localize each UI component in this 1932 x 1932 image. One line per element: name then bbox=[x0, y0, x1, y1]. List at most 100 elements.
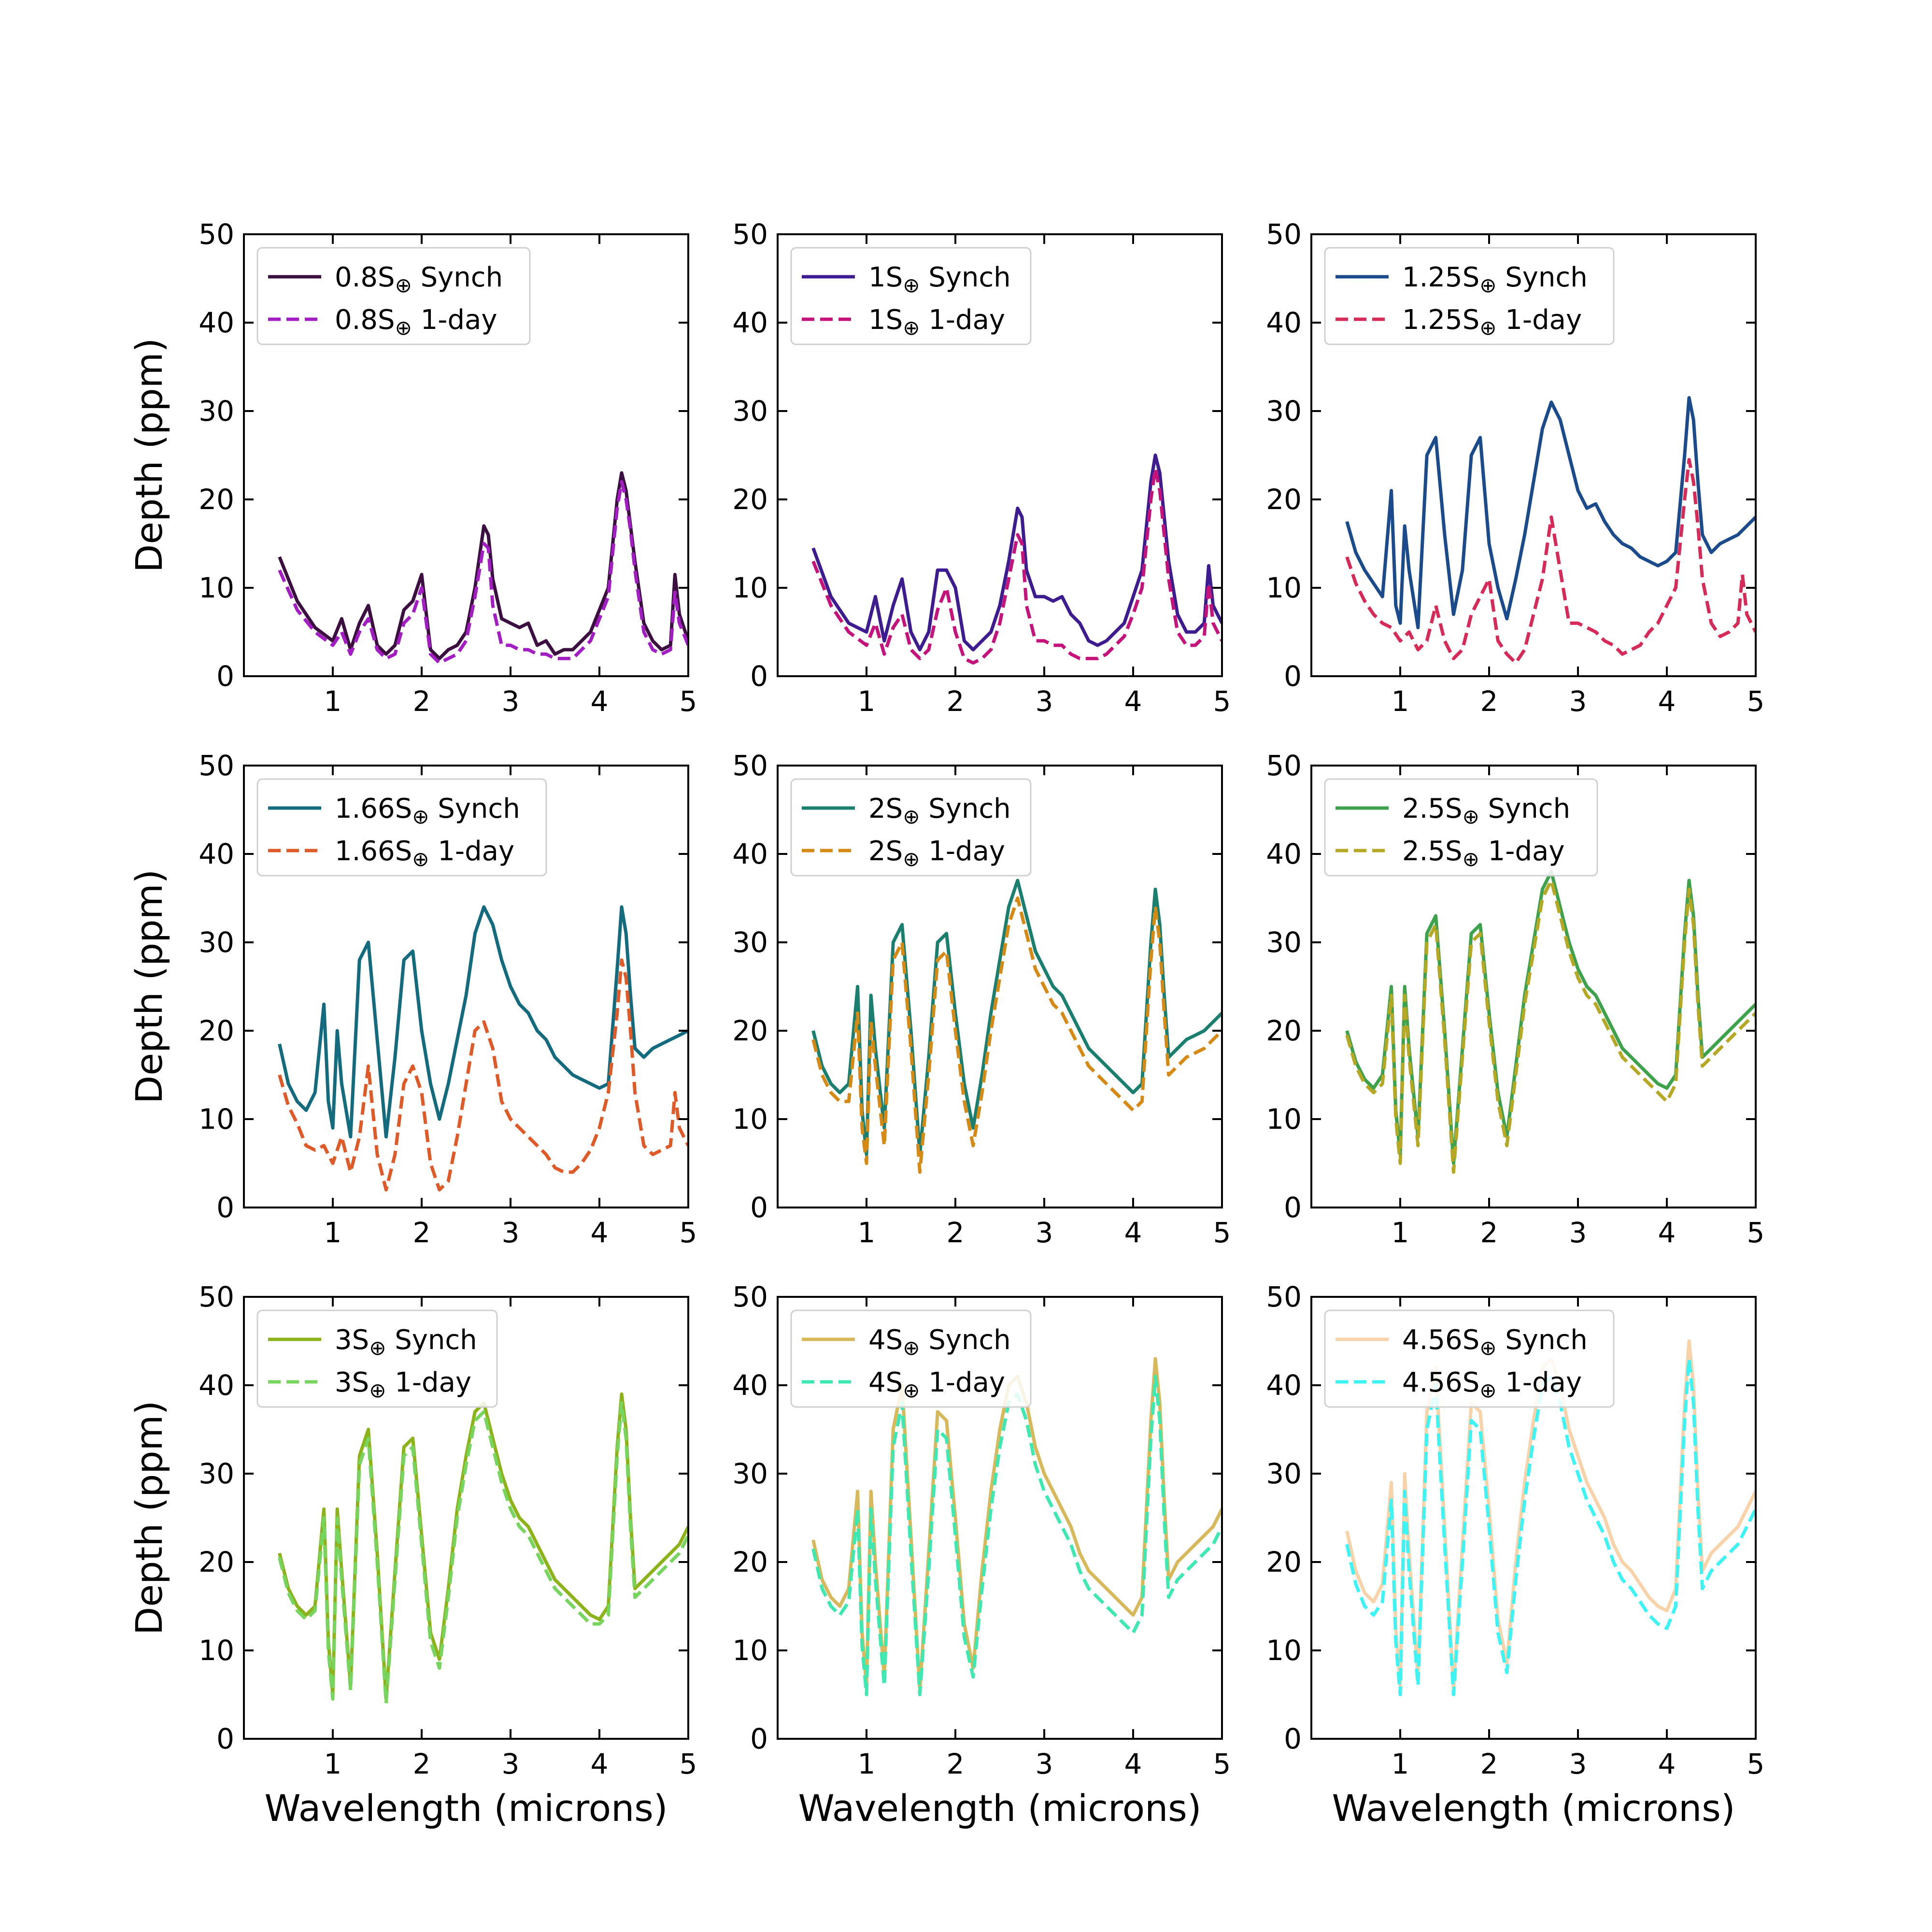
y-tick-label: 10 bbox=[199, 1103, 234, 1136]
y-tick-label: 50 bbox=[199, 749, 234, 782]
legend-label: 1.66S⊕ 1-day bbox=[335, 836, 514, 871]
y-axis-label: Depth (ppm) bbox=[128, 869, 170, 1104]
x-axis-label: Wavelength (microns) bbox=[798, 1787, 1201, 1830]
plot-frame bbox=[243, 1296, 689, 1740]
y-tick-label: 0 bbox=[1284, 1191, 1302, 1224]
plot-frame bbox=[1310, 1296, 1757, 1740]
series-line-1-day bbox=[811, 467, 1222, 665]
x-tick-label: 5 bbox=[1213, 1747, 1231, 1780]
x-tick-label: 3 bbox=[1569, 685, 1587, 718]
x-tick-label: 1 bbox=[858, 1747, 876, 1780]
y-tick-label: 0 bbox=[216, 660, 234, 693]
plot-frame bbox=[1310, 765, 1757, 1208]
x-tick-label: 1 bbox=[324, 1216, 342, 1249]
y-tick-label: 30 bbox=[1266, 395, 1302, 427]
y-tick-label: 50 bbox=[1266, 1280, 1302, 1313]
series-line-synch bbox=[811, 454, 1222, 652]
y-tick-label: 50 bbox=[199, 1280, 234, 1313]
legend-label: 4S⊕ 1-day bbox=[868, 1367, 1005, 1402]
legend-label: 1.25S⊕ 1-day bbox=[1402, 304, 1582, 340]
panel-7: 0 10 20 30 40 50 1 2 3 4 5 Depth (ppm) Wavelength (m… bbox=[128, 1280, 697, 1830]
y-tick-label: 40 bbox=[732, 306, 768, 339]
x-tick-label: 2 bbox=[947, 685, 965, 718]
x-tick-label: 1 bbox=[324, 1747, 342, 1780]
x-tick-label: 2 bbox=[413, 1216, 431, 1249]
y-tick-label: 0 bbox=[1284, 1722, 1302, 1755]
x-tick-label: 1 bbox=[858, 1216, 876, 1249]
legend-box bbox=[1324, 778, 1598, 877]
y-tick-label: 30 bbox=[732, 926, 768, 959]
legend-label: 0.8S⊕ 1-day bbox=[335, 304, 497, 340]
legend-label: 2S⊕ 1-day bbox=[868, 836, 1005, 871]
x-tick-label: 4 bbox=[591, 685, 609, 718]
series-line-1-day bbox=[278, 480, 688, 665]
x-tick-label: 3 bbox=[1036, 1747, 1053, 1780]
y-tick-label: 20 bbox=[732, 1014, 768, 1047]
plot-frame bbox=[243, 233, 689, 677]
series-line-1-day bbox=[278, 958, 688, 1192]
y-tick-label: 20 bbox=[1266, 483, 1302, 516]
series-line-1-day bbox=[1345, 879, 1756, 1174]
y-tick-label: 50 bbox=[732, 749, 768, 782]
series-line-1-day bbox=[278, 1401, 688, 1705]
x-tick-label: 4 bbox=[1124, 1216, 1142, 1249]
plot-frame bbox=[777, 765, 1223, 1208]
x-tick-label: 1 bbox=[1392, 1747, 1409, 1780]
y-tick-label: 40 bbox=[199, 838, 234, 870]
x-tick-label: 3 bbox=[1569, 1216, 1587, 1249]
series-line-synch bbox=[811, 1357, 1222, 1692]
legend-box bbox=[1324, 247, 1615, 345]
x-tick-label: 1 bbox=[1392, 1216, 1409, 1249]
x-tick-label: 3 bbox=[1569, 1747, 1587, 1780]
legend: 2.5S⊕ Synch 2.5S⊕ 1-day bbox=[1324, 778, 1598, 877]
x-tick-label: 2 bbox=[947, 1216, 965, 1249]
x-tick-label: 5 bbox=[1747, 1747, 1765, 1780]
x-tick-label: 2 bbox=[1480, 1216, 1498, 1249]
x-tick-label: 4 bbox=[591, 1216, 609, 1249]
y-tick-label: 0 bbox=[750, 660, 768, 693]
y-tick-label: 30 bbox=[199, 1457, 234, 1490]
series-line-1-day bbox=[1345, 1357, 1756, 1696]
x-tick-label: 1 bbox=[858, 685, 876, 718]
plot-frame bbox=[777, 233, 1223, 677]
y-tick-label: 10 bbox=[1266, 571, 1302, 604]
x-tick-label: 3 bbox=[502, 1747, 520, 1780]
y-tick-label: 10 bbox=[1266, 1103, 1302, 1136]
plot-frame bbox=[243, 765, 689, 1208]
series-line-synch bbox=[278, 905, 688, 1139]
y-tick-label: 50 bbox=[732, 1280, 768, 1313]
y-tick-label: 10 bbox=[732, 1103, 768, 1136]
series-line-1-day bbox=[1345, 458, 1756, 665]
y-tick-label: 10 bbox=[199, 571, 234, 604]
y-tick-label: 40 bbox=[1266, 838, 1302, 870]
x-tick-label: 4 bbox=[1124, 1747, 1142, 1780]
x-tick-label: 1 bbox=[1392, 685, 1409, 718]
plot-frame bbox=[777, 1296, 1223, 1740]
legend-label: 4.56S⊕ 1-day bbox=[1402, 1367, 1582, 1402]
y-tick-label: 40 bbox=[199, 306, 234, 339]
y-tick-label: 30 bbox=[732, 395, 768, 427]
x-tick-label: 2 bbox=[1480, 1747, 1498, 1780]
series-line-synch bbox=[1345, 870, 1756, 1165]
legend: 2S⊕ Synch 2S⊕ 1-day bbox=[790, 778, 1032, 877]
x-axis-label: Wavelength (microns) bbox=[264, 1787, 668, 1830]
x-tick-label: 1 bbox=[324, 685, 342, 718]
y-tick-label: 0 bbox=[216, 1191, 234, 1224]
y-tick-label: 30 bbox=[199, 395, 234, 427]
x-tick-label: 5 bbox=[1213, 1216, 1231, 1249]
y-tick-label: 50 bbox=[732, 218, 768, 251]
y-tick-label: 30 bbox=[199, 926, 234, 959]
x-tick-label: 4 bbox=[1658, 1216, 1676, 1249]
x-tick-label: 2 bbox=[413, 685, 431, 718]
legend-label: 1S⊕ Synch bbox=[868, 262, 1011, 297]
y-tick-label: 0 bbox=[750, 1722, 768, 1755]
x-tick-label: 5 bbox=[1747, 685, 1765, 718]
y-tick-label: 10 bbox=[732, 1634, 768, 1667]
y-axis-label: Depth (ppm) bbox=[128, 338, 170, 572]
legend: 1S⊕ Synch 1S⊕ 1-day bbox=[790, 247, 1032, 345]
y-axis-label: Depth (ppm) bbox=[128, 1401, 170, 1635]
y-tick-label: 50 bbox=[1266, 749, 1302, 782]
